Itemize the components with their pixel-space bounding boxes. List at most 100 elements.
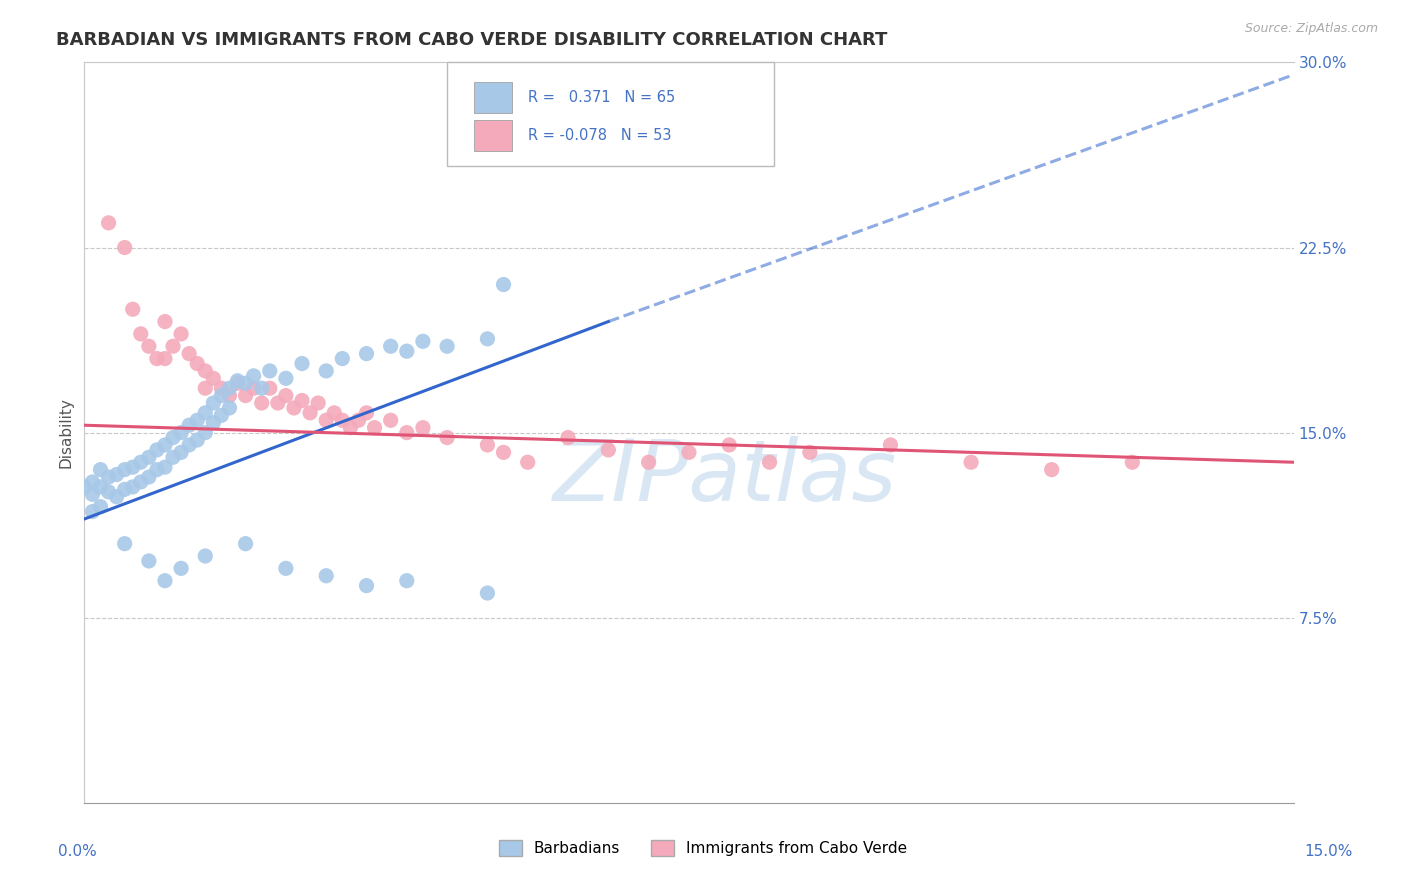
Point	[330, 413, 353, 427]
Point	[82, 487, 104, 501]
Point	[179, 418, 201, 433]
Point	[194, 381, 217, 395]
Point	[557, 431, 579, 445]
Point	[395, 425, 418, 440]
Point	[356, 346, 378, 360]
Point	[146, 442, 169, 457]
Point	[1121, 455, 1143, 469]
Point	[339, 420, 361, 434]
Legend: Barbadians, Immigrants from Cabo Verde: Barbadians, Immigrants from Cabo Verde	[492, 834, 914, 862]
Text: BARBADIAN VS IMMIGRANTS FROM CABO VERDE DISABILITY CORRELATION CHART: BARBADIAN VS IMMIGRANTS FROM CABO VERDE …	[56, 31, 887, 49]
Point	[235, 536, 257, 550]
Point	[598, 442, 620, 457]
Point	[97, 484, 120, 499]
Point	[170, 326, 193, 341]
Point	[218, 388, 240, 402]
Point	[226, 374, 249, 388]
Point	[412, 334, 434, 349]
Point	[718, 438, 741, 452]
Point	[170, 425, 193, 440]
Point	[412, 420, 434, 434]
Point	[146, 351, 169, 366]
Point	[121, 460, 143, 475]
Point	[162, 339, 184, 353]
Point	[138, 339, 160, 353]
Point	[202, 416, 225, 430]
Point	[283, 401, 305, 415]
FancyBboxPatch shape	[474, 120, 512, 152]
Point	[153, 351, 176, 366]
Point	[477, 586, 499, 600]
Text: R =   0.371   N = 65: R = 0.371 N = 65	[529, 90, 675, 104]
Point	[960, 455, 983, 469]
Point	[267, 396, 290, 410]
Point	[153, 314, 176, 328]
Point	[363, 420, 385, 434]
Point	[299, 406, 322, 420]
Point	[138, 554, 160, 568]
Point	[250, 396, 273, 410]
Point	[202, 396, 225, 410]
Point	[274, 388, 297, 402]
Point	[1040, 462, 1063, 476]
Point	[291, 393, 314, 408]
Y-axis label: Disability: Disability	[58, 397, 73, 468]
Point	[121, 480, 143, 494]
Point	[235, 388, 257, 402]
Point	[516, 455, 538, 469]
Point	[105, 490, 128, 504]
Point	[477, 438, 499, 452]
Point	[395, 574, 418, 588]
Text: 0.0%: 0.0%	[58, 845, 97, 859]
Point	[114, 462, 136, 476]
Point	[129, 455, 152, 469]
Point	[315, 413, 337, 427]
FancyBboxPatch shape	[474, 82, 512, 112]
Point	[380, 413, 402, 427]
Point	[153, 438, 176, 452]
Point	[347, 413, 370, 427]
Point	[153, 574, 176, 588]
Point	[138, 450, 160, 465]
Point	[82, 475, 104, 489]
Point	[186, 357, 208, 371]
Text: 15.0%: 15.0%	[1305, 845, 1353, 859]
Point	[129, 475, 152, 489]
Point	[114, 483, 136, 497]
Point	[879, 438, 901, 452]
Point	[138, 470, 160, 484]
Text: Source: ZipAtlas.com: Source: ZipAtlas.com	[1244, 22, 1378, 36]
Point	[97, 470, 120, 484]
Text: ZIPatlas: ZIPatlas	[553, 435, 897, 518]
Point	[477, 332, 499, 346]
Point	[114, 536, 136, 550]
Point	[492, 277, 515, 292]
Point	[235, 376, 257, 391]
Point	[242, 381, 264, 395]
Point	[436, 431, 458, 445]
Point	[226, 376, 249, 391]
Point	[162, 450, 184, 465]
Point	[436, 339, 458, 353]
Point	[121, 302, 143, 317]
Point	[209, 388, 232, 402]
Point	[97, 216, 120, 230]
Text: R = -0.078   N = 53: R = -0.078 N = 53	[529, 128, 672, 144]
Point	[202, 371, 225, 385]
Point	[82, 505, 104, 519]
Point	[194, 425, 217, 440]
Point	[89, 480, 111, 494]
Point	[186, 433, 208, 447]
Point	[209, 381, 232, 395]
Point	[89, 462, 111, 476]
Point	[380, 339, 402, 353]
Point	[218, 401, 240, 415]
Point	[73, 480, 96, 494]
Point	[315, 364, 337, 378]
Point	[395, 344, 418, 359]
Point	[179, 438, 201, 452]
Point	[218, 381, 240, 395]
Point	[194, 406, 217, 420]
Point	[105, 467, 128, 482]
Point	[492, 445, 515, 459]
